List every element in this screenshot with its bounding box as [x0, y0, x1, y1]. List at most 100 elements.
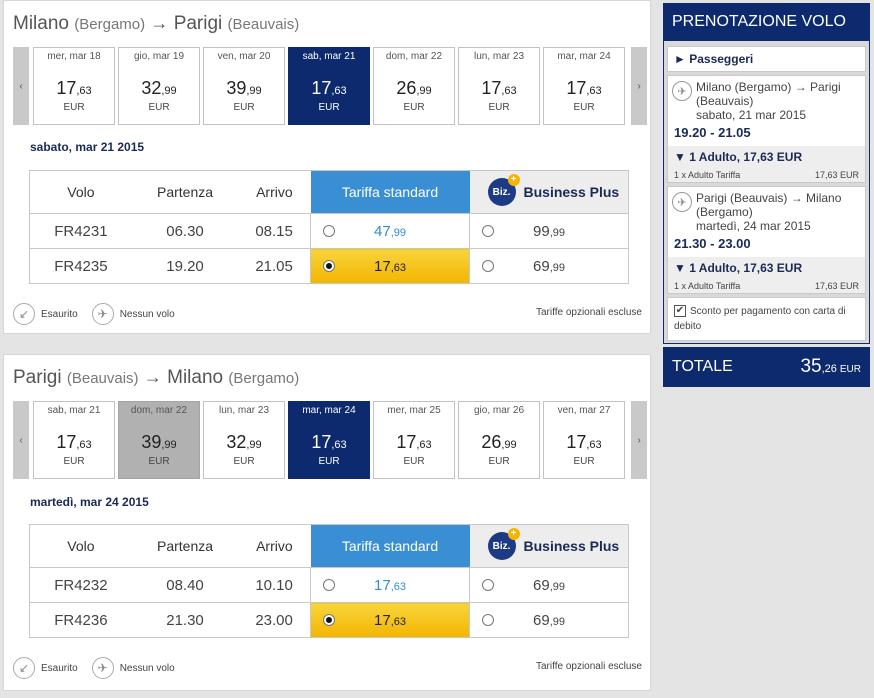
- date-tile[interactable]: ven, mar 27 17,63 EUR: [543, 401, 625, 479]
- standard-fare-cell[interactable]: 47,99: [310, 213, 470, 249]
- total-label: TOTALE: [672, 358, 733, 375]
- price-int: 26: [481, 432, 502, 452]
- segment: ✈ Milano (Bergamo) → Parigi (Beauvais) s…: [668, 76, 865, 142]
- segment-route: Parigi (Beauvais) → Milano (Bergamo): [696, 191, 842, 219]
- date-tile[interactable]: ven, mar 20 39,99 EUR: [203, 47, 285, 125]
- business-fare-cell[interactable]: 99,99: [469, 213, 629, 249]
- fare-dec: ,99: [549, 580, 565, 593]
- table-row: FR4236 21.30 23.00 17,63 69,99: [29, 602, 629, 638]
- currency: EUR: [63, 456, 85, 467]
- table-header-row: Volo Partenza Arrivo Tariffa standard Bi…: [30, 170, 629, 214]
- price-int: 32: [141, 78, 162, 98]
- plane-icon: ✈: [672, 81, 692, 101]
- standard-fare-radio[interactable]: [323, 579, 335, 591]
- price-int: 39: [226, 78, 247, 98]
- no-flight-label: Nessun volo: [119, 662, 175, 674]
- arrival-time: 08.15: [238, 213, 311, 249]
- departure-time: 08.40: [131, 567, 239, 603]
- price-int: 17: [311, 432, 332, 452]
- price-dec: ,99: [246, 85, 262, 97]
- date-strip: mer, mar 18 17,63 EUR gio, mar 19 32,99 EUR …: [33, 47, 628, 125]
- date-price: 39,99: [119, 432, 199, 454]
- date-tile[interactable]: lun, mar 23 32,99 EUR: [203, 401, 285, 479]
- departure-time: 21.30: [131, 602, 239, 638]
- adult-toggle[interactable]: ▼ 1 Adulto, 17,63 EUR: [668, 257, 865, 279]
- standard-fare-cell-selected[interactable]: 17,63: [310, 248, 470, 284]
- fare-dec: ,63: [390, 261, 406, 274]
- date-price: 17,63: [34, 432, 114, 454]
- currency: EUR: [403, 102, 425, 113]
- departure-time: 06.30: [131, 213, 239, 249]
- segment-time: 19.20 - 21.05: [674, 125, 751, 140]
- date-price: 26,99: [459, 432, 539, 454]
- route-title: Milano (Bergamo) → Parigi (Beauvais): [13, 13, 299, 35]
- passengers-toggle[interactable]: ► Passeggeri: [667, 46, 866, 72]
- business-fare-cell[interactable]: 69,99: [469, 602, 629, 638]
- date-price: 17,63: [289, 432, 369, 454]
- price-dec: ,99: [416, 85, 432, 97]
- date-tile[interactable]: lun, mar 23 17,63 EUR: [458, 47, 540, 125]
- date-tile-selected[interactable]: sab, mar 21 17,63 EUR: [288, 47, 370, 125]
- standard-fare-cell-selected[interactable]: 17,63: [310, 602, 470, 638]
- date-tile[interactable]: dom, mar 22 26,99 EUR: [373, 47, 455, 125]
- next-dates-button[interactable]: ›: [631, 47, 647, 125]
- price-int: 17: [481, 78, 502, 98]
- date-tile[interactable]: gio, mar 26 26,99 EUR: [458, 401, 540, 479]
- col-flight: Volo: [67, 184, 95, 200]
- legend: ↙ Esaurito ✈ Nessun volo: [13, 303, 189, 325]
- date-tile[interactable]: sab, mar 21 17,63 EUR: [33, 401, 115, 479]
- plane-icon: ✈: [672, 192, 692, 212]
- prev-dates-button[interactable]: ‹: [13, 47, 29, 125]
- adult-toggle[interactable]: ▼ 1 Adulto, 17,63 EUR: [668, 146, 865, 168]
- price-int: 17: [396, 432, 417, 452]
- date-tile[interactable]: mar, mar 24 17,63 EUR: [543, 47, 625, 125]
- currency: EUR: [573, 456, 595, 467]
- standard-fare-radio[interactable]: [323, 225, 335, 237]
- currency: EUR: [318, 456, 340, 467]
- table-row: FR4232 08.40 10.10 17,63 69,99: [29, 567, 629, 603]
- passengers-label: ► Passeggeri: [674, 52, 754, 66]
- price-dec: ,63: [416, 439, 432, 451]
- currency: EUR: [488, 102, 510, 113]
- segment: ✈ Parigi (Beauvais) → Milano (Bergamo) m…: [668, 187, 865, 253]
- business-fare-radio[interactable]: [482, 579, 494, 591]
- price-int: 17: [56, 432, 77, 452]
- route-arrow: →: [143, 367, 162, 387]
- date-label: mar, mar 24: [302, 405, 356, 416]
- date-tile-unavailable[interactable]: dom, mar 22 39,99 EUR: [118, 401, 200, 479]
- standard-fare-radio[interactable]: [323, 614, 335, 626]
- return-panel: Parigi (Beauvais) → Milano (Bergamo) ‹ s…: [3, 354, 651, 691]
- segment-date: sabato, 21 mar 2015: [696, 108, 807, 122]
- debit-discount: ✔ Sconto per pagamento con carta di debit…: [667, 297, 866, 341]
- arrival-time: 10.10: [238, 567, 311, 603]
- price-dec: ,99: [246, 439, 262, 451]
- business-fare-cell[interactable]: 69,99: [469, 248, 629, 284]
- col-arrival: Arrivo: [256, 538, 293, 554]
- business-fare-radio[interactable]: [482, 614, 494, 626]
- segment-route: Milano (Bergamo) → Parigi (Beauvais): [696, 80, 841, 108]
- flight-number: FR4236: [29, 602, 132, 638]
- business-fare-cell[interactable]: 69,99: [469, 567, 629, 603]
- date-price: 17,63: [544, 432, 624, 454]
- price-dec: ,63: [331, 439, 347, 451]
- chevron-right-icon: ›: [637, 80, 641, 92]
- standard-fare-cell[interactable]: 17,63: [310, 567, 470, 603]
- discount-row: ✔ Sconto per pagamento con carta di debit…: [668, 298, 865, 340]
- business-fare-radio[interactable]: [482, 260, 494, 272]
- col-arrival: Arrivo: [256, 184, 293, 200]
- date-tile[interactable]: mer, mar 18 17,63 EUR: [33, 47, 115, 125]
- date-tile[interactable]: gio, mar 19 32,99 EUR: [118, 47, 200, 125]
- date-tile-selected[interactable]: mar, mar 24 17,63 EUR: [288, 401, 370, 479]
- prev-dates-button[interactable]: ‹: [13, 401, 29, 479]
- fare-dec: ,99: [549, 615, 565, 628]
- discount-checkbox[interactable]: ✔: [674, 305, 686, 318]
- col-standard-fare: Tariffa standard: [310, 170, 470, 214]
- date-tile[interactable]: mer, mar 25 17,63 EUR: [373, 401, 455, 479]
- date-label: sab, mar 21: [302, 51, 356, 62]
- next-dates-button[interactable]: ›: [631, 401, 647, 479]
- business-fare-radio[interactable]: [482, 225, 494, 237]
- fare-line-label: 1 x Adulto Tariffa: [674, 281, 741, 291]
- table-row: FR4231 06.30 08.15 47,99 99,99: [29, 213, 629, 249]
- standard-fare-radio[interactable]: [323, 260, 335, 272]
- arrival-time: 21.05: [238, 248, 311, 284]
